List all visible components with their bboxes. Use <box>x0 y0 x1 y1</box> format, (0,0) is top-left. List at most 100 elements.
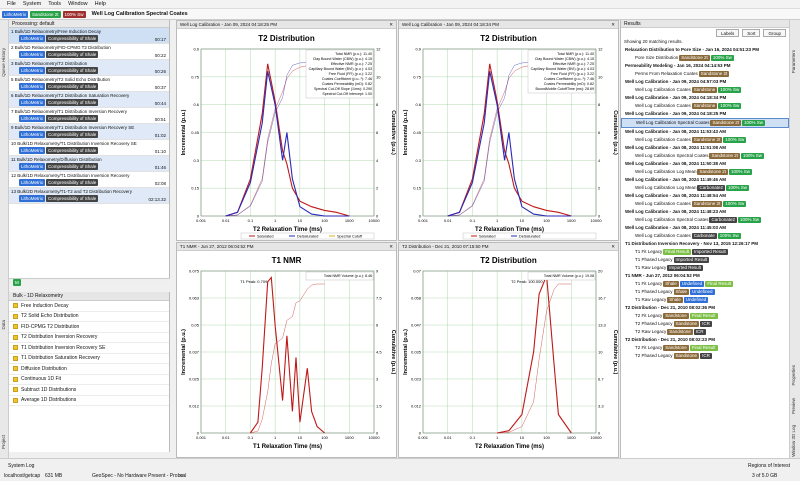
palette-item[interactable]: Diffusion Distribution <box>9 364 169 375</box>
queue-item[interactable]: 13 Bulk/2D Relaxometry/T1-T2 and T2 Dist… <box>9 188 169 204</box>
result-group-header[interactable]: T1 NMR - Jun 27, 2012 06:04:52 PM <box>621 272 789 280</box>
palette-item[interactable]: T1 Distribution Saturation Recovery <box>9 354 169 364</box>
result-group-header[interactable]: Well Log Calibration - Jan 09, 2024 04:5… <box>621 78 789 86</box>
result-item-label: T2 Raw Legacy <box>635 329 667 334</box>
result-group-header[interactable]: Well Log Calibration - Jan 08, 2024 11:4… <box>621 208 789 216</box>
result-item-label: T2 Phased Legacy <box>635 353 673 358</box>
palette-item[interactable]: Subtract 1D Distributions <box>9 385 169 396</box>
result-item[interactable]: Perms From Relaxation Coates Sandstone 2t <box>621 70 789 78</box>
result-group-header[interactable]: Permeability Modeling - Jan 16, 2024 04:… <box>621 62 789 70</box>
result-item[interactable]: T1 Raw Legacy Shale Undefined <box>621 296 789 304</box>
result-item[interactable]: T2 Phased Legacy Sandstone ICR <box>621 352 789 360</box>
result-group-header[interactable]: T2 Distribution - Dec 21, 2010 08:02:23 … <box>621 336 789 344</box>
close-icon[interactable]: ✕ <box>389 22 393 27</box>
queue-item[interactable]: 10 Bulk/1D Relaxometry/T1 Distribution I… <box>9 140 169 156</box>
stats-line: Coates Permeability (mD): 0.82 <box>544 82 594 86</box>
y-tick-label: 0.035 <box>411 350 422 355</box>
result-item[interactable]: Well Log Calibration Coates Sandstone 100%… <box>621 86 789 94</box>
x-tick-label: 10000 <box>590 218 602 223</box>
tab-preview[interactable]: Preview <box>791 398 796 415</box>
tab-data[interactable]: Data <box>1 320 6 330</box>
queue-item[interactable]: 2 Bulk/1D Relaxometry/FID-CPMG T2 Distri… <box>9 44 169 60</box>
result-item[interactable]: T2 Fit Legacy Sandstone Final Result <box>621 344 789 352</box>
result-group-header[interactable]: Well Log Calibration - Jan 09, 2024 04:1… <box>621 110 789 118</box>
queue-item[interactable]: 5 Bulk/1D Relaxometry/T2 Solid Echo Dist… <box>9 76 169 92</box>
result-group-header[interactable]: Well Log Calibration - Jan 08, 2024 11:5… <box>621 128 789 136</box>
result-item[interactable]: T1 Phased Legacy Shale Undefined <box>621 288 789 296</box>
tab-window-3d-log[interactable]: Window 3D Log <box>791 425 796 457</box>
result-item[interactable]: Pore Size Distribution Sandstone 2t 100% S… <box>621 54 789 62</box>
palette-item[interactable]: T1 Distribution Inversion Recovery SE <box>9 343 169 354</box>
result-item[interactable]: Well Log Calibration Coates Sandstone 2t 1… <box>621 200 789 208</box>
tab-queue-history[interactable]: Queue History <box>1 48 6 77</box>
result-group-header[interactable]: Well Log Calibration - Jan 08, 2024 11:4… <box>621 224 789 232</box>
menu-window[interactable]: Window <box>68 1 88 7</box>
result-group-header[interactable]: Well Log Calibration - Jan 09, 2024 04:1… <box>621 94 789 102</box>
menu-system[interactable]: System <box>22 1 42 7</box>
result-group-header[interactable]: T1 Distribution Inversion Recovery - Nov… <box>621 240 789 248</box>
plot-1-header: Well Log Calibration - Jan 09, 2024 04:1… <box>180 22 277 27</box>
tab-project[interactable]: Project <box>1 435 6 450</box>
palette-item[interactable]: Free Induction Decay <box>9 301 169 312</box>
result-item[interactable]: Well Log Calibration Spectral Coates Carb… <box>621 216 789 224</box>
result-item[interactable]: T1 Raw Legacy Imported Result <box>621 264 789 272</box>
result-item[interactable]: Well Log Calibration Coates Sandstone 2t 1… <box>621 136 789 144</box>
result-item[interactable]: Well Log Calibration Spectral Coates Sand… <box>621 152 789 160</box>
result-item[interactable]: T2 Fit Legacy Sandstone Final Result <box>621 312 789 320</box>
result-item[interactable]: T1 Fit Legacy Shale Undefined Final Result <box>621 280 789 288</box>
result-item[interactable]: Well Log Calibration Coates Sandstone 100%… <box>621 102 789 110</box>
result-tag: Shale <box>673 289 690 295</box>
tab-parameters[interactable]: Parameters <box>791 50 796 74</box>
queue-item[interactable]: 7 Bulk/1D Relaxometry/T1 Distribution In… <box>9 108 169 124</box>
close-icon[interactable]: ✕ <box>611 22 615 27</box>
system-log-tab[interactable]: System Log <box>8 463 35 469</box>
result-group-header[interactable]: Well Log Calibration - Jan 08, 2024 11:5… <box>621 144 789 152</box>
legend-label: DeSaturated <box>297 235 318 239</box>
result-item[interactable]: T2 Raw Legacy Sandstone ICR <box>621 328 789 336</box>
result-tag: 100% Sw <box>738 217 762 223</box>
result-group-header[interactable]: Well Log Calibration - Jan 08, 2024 11:5… <box>621 160 789 168</box>
menu-file[interactable]: File <box>7 1 16 7</box>
close-icon[interactable]: ✕ <box>611 244 615 249</box>
result-item[interactable]: Well Log Calibration Log Mean Sandstone 2… <box>621 168 789 176</box>
result-item[interactable]: T1 Phased Legacy Imported Result <box>621 256 789 264</box>
result-group-header[interactable]: Well Log Calibration - Jan 08, 2024 11:4… <box>621 176 789 184</box>
queue-list: 1 Bulk/1D Relaxometry/Free Induction Dec… <box>9 28 169 204</box>
result-item[interactable]: Well Log Calibration Coates Carbonate 100%… <box>621 232 789 240</box>
palette-item[interactable]: Continuous 1D Fit <box>9 375 169 385</box>
result-item[interactable]: Well Log Calibration Log Mean Carbonate2 1… <box>621 184 789 192</box>
result-group-header[interactable]: Well Log Calibration - Jan 08, 2024 11:4… <box>621 192 789 200</box>
queue-item[interactable]: 12 Bulk/1D Relaxometry/T1 Distribution I… <box>9 172 169 188</box>
result-item[interactable]: T1 Fit Legacy Final Result Imported Result <box>621 248 789 256</box>
close-icon[interactable]: ✕ <box>389 244 393 249</box>
roi-tab[interactable]: Regions of Interest <box>748 463 790 469</box>
palette-item[interactable]: T2 Distribution Inversion Recovery <box>9 333 169 343</box>
queue-item[interactable]: 11 Bulk/1D Relaxometry/Diffusion Distrib… <box>9 156 169 172</box>
menu-help[interactable]: Help <box>94 1 106 7</box>
palette-item[interactable]: FID-CPMG T2 Distribution <box>9 322 169 333</box>
palette-item[interactable]: Average 1D Distributions <box>9 396 169 406</box>
sort-button[interactable]: Sort <box>742 29 761 37</box>
x-tick-label: 1 <box>496 435 499 440</box>
labels-button[interactable]: Labels <box>715 29 740 37</box>
queue-item[interactable]: 1 Bulk/1D Relaxometry/Free Induction Dec… <box>9 28 169 44</box>
group-button[interactable]: Group <box>763 29 786 37</box>
result-item[interactable]: Well Log Calibration Spectral Coates Sand… <box>621 118 789 128</box>
queue-item[interactable]: 3 Bulk/1D Relaxometry/T2 Distribution Lit… <box>9 60 169 76</box>
result-tag: Carbonate2 <box>709 217 737 223</box>
y-tick-label: 0.9 <box>415 47 421 52</box>
y2-tick-label: 4.5 <box>376 350 382 355</box>
result-item[interactable]: T2 Phased Legacy Sandstone ICR <box>621 320 789 328</box>
queue-item[interactable]: 9 Bulk/1D Relaxometry/T1 Distribution In… <box>9 124 169 140</box>
menu-tools[interactable]: Tools <box>48 1 62 7</box>
queue-item[interactable]: 6 Bulk/1D Relaxometry/T2 Distribution Sa… <box>9 92 169 108</box>
result-group-header[interactable]: Relaxation Distribution to Pore Size - J… <box>621 46 789 54</box>
result-group-header[interactable]: T2 Distribution - Dec 21, 2010 08:02:36 … <box>621 304 789 312</box>
tab-properties[interactable]: Properties <box>791 365 796 386</box>
user-badge: LithoMetrix <box>19 147 46 154</box>
palette-item[interactable]: T2 Solid Echo Distribution <box>9 312 169 322</box>
